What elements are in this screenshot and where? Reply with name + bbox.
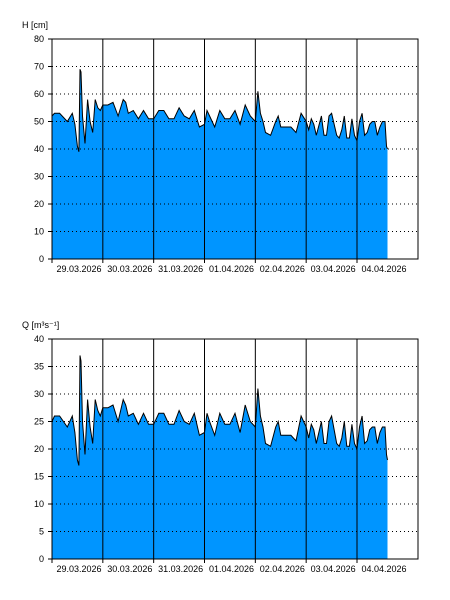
discharge-axis-title: Q [m³s⁻¹] [22, 320, 59, 330]
h-y-tick-label: 10 [34, 227, 44, 237]
water-level-chart: H [cm] 0 10 20 30 40 50 60 70 80 29.03.2026 30.03.… [22, 20, 419, 274]
q-plot-frame [51, 338, 419, 560]
q-x-tick-label: 29.03.2026 [56, 564, 101, 574]
water-level-plot: H [cm] 0 10 20 30 40 50 60 70 80 29.03.2026 30.03.… [22, 20, 419, 274]
h-y-tick-label: 40 [34, 144, 44, 154]
h-x-tick-label: 30.03.2026 [107, 264, 152, 274]
h-y-tick-label: 70 [34, 62, 44, 72]
h-x-tick-label: 02.04.2026 [260, 264, 305, 274]
q-y-tick-label: 0 [39, 554, 44, 564]
h-x-tick-label: 01.04.2026 [209, 264, 254, 274]
h-y-tick-label: 0 [39, 254, 44, 264]
discharge-chart: Q [m³s⁻¹] 0 5 10 15 20 25 30 35 40 29.03.2026 30.0… [0, 300, 450, 600]
q-y-tick-label: 15 [34, 472, 44, 482]
h-y-tick-label: 80 [34, 34, 44, 44]
q-x-tick-label: 03.04.2026 [311, 564, 356, 574]
q-series-area [52, 355, 388, 559]
q-y-tick-label: 25 [34, 417, 44, 427]
h-y-tick-label: 50 [34, 117, 44, 127]
water-level-axis-title: H [cm] [22, 20, 48, 30]
h-x-tick-label: 04.04.2026 [361, 264, 406, 274]
q-series-line [51, 355, 388, 466]
h-series-area [52, 69, 388, 259]
h-series-line [51, 69, 388, 152]
h-y-tick-label: 20 [34, 199, 44, 209]
h-x-tick-label: 29.03.2026 [56, 264, 101, 274]
q-y-tick-label: 5 [39, 527, 44, 537]
q-y-tick-label: 40 [34, 334, 44, 344]
h-plot-frame [51, 38, 419, 260]
q-y-tick-label: 20 [34, 444, 44, 454]
h-x-tick-label: 31.03.2026 [158, 264, 203, 274]
q-x-tick-label: 30.03.2026 [107, 564, 152, 574]
discharge-plot: Q [m³s⁻¹] 0 5 10 15 20 25 30 35 40 29.03.2026 30.0… [22, 320, 419, 574]
q-x-tick-label: 31.03.2026 [158, 564, 203, 574]
h-y-tick-label: 60 [34, 89, 44, 99]
h-y-tick-label: 30 [34, 172, 44, 182]
h-x-tick-label: 03.04.2026 [311, 264, 356, 274]
q-x-tick-label: 02.04.2026 [260, 564, 305, 574]
q-x-tick-label: 04.04.2026 [361, 564, 406, 574]
q-y-tick-label: 35 [34, 362, 44, 372]
q-y-tick-label: 30 [34, 389, 44, 399]
q-x-tick-label: 01.04.2026 [209, 564, 254, 574]
q-y-tick-label: 10 [34, 499, 44, 509]
